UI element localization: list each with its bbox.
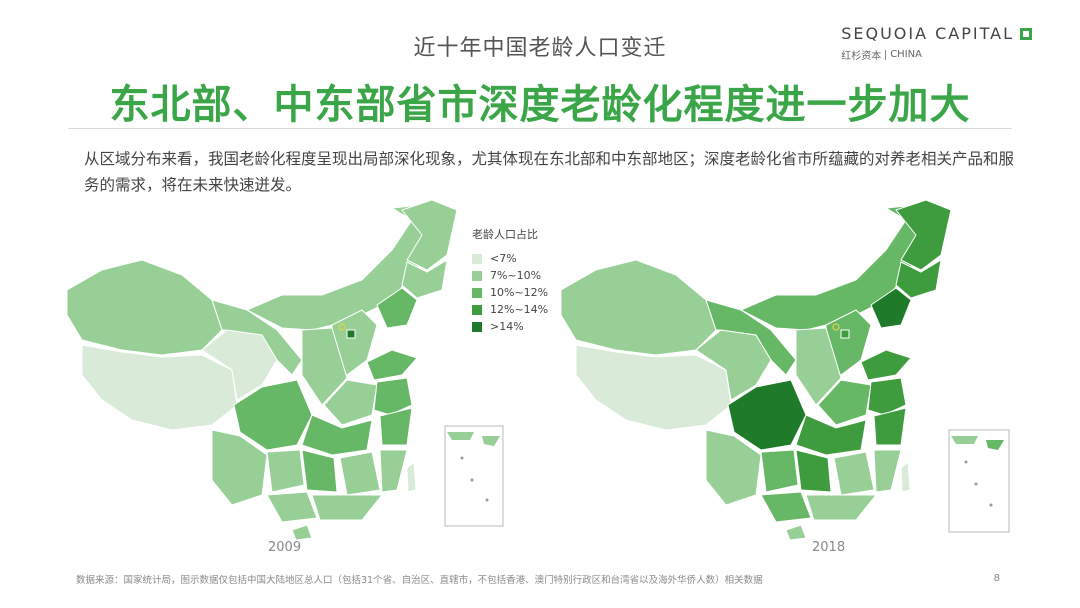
region-guizhou — [760, 449, 799, 493]
map-year-2009: 2009 — [268, 540, 302, 555]
slide-topic: 近十年中国老龄人口变迁 — [413, 36, 667, 61]
region-heilongjiang — [401, 200, 458, 271]
brand-divider — [885, 49, 887, 60]
brand-sub-cn: 红杉资本 — [841, 51, 882, 62]
capital-marker-icon — [338, 323, 346, 331]
region-hubei — [301, 414, 373, 456]
legend-item: 10%~12% — [472, 284, 548, 301]
region-beijing — [840, 329, 850, 339]
region-hubei — [795, 414, 867, 456]
region-sichuan — [233, 379, 313, 451]
region-guangdong — [311, 494, 384, 521]
region-guizhou — [266, 449, 305, 493]
page-number: 8 — [993, 573, 1000, 584]
capital-marker-icon — [832, 323, 840, 331]
region-henan — [817, 379, 872, 426]
legend-label: 7%~10% — [490, 269, 542, 282]
legend-item: <7% — [472, 250, 548, 267]
region-beijing — [346, 329, 356, 339]
region-gansu — [211, 299, 303, 376]
region-xinjiang — [66, 259, 223, 356]
map-2018 — [556, 200, 1026, 540]
slide-description: 从区域分布来看，我国老龄化程度呈现出局部深化现象，尤其体现在东北部和中东部地区；… — [84, 150, 1015, 194]
legend-swatch — [472, 253, 482, 264]
region-yunnan — [211, 429, 268, 506]
region-guangxi — [266, 491, 318, 523]
map-2009 — [62, 200, 532, 540]
region-taiwan — [900, 460, 911, 493]
region-yunnan — [705, 429, 762, 506]
brand-sub-en: CHINA — [890, 49, 922, 60]
legend-swatch — [472, 270, 482, 281]
region-henan — [323, 379, 378, 426]
brand-mark-icon — [1020, 27, 1032, 40]
region-fujian — [873, 449, 902, 493]
region-guangxi — [760, 491, 812, 523]
legend-item: 12%~14% — [472, 301, 548, 318]
region-shandong — [860, 349, 912, 381]
region-jiangxi — [339, 451, 381, 496]
region-tibet — [575, 344, 732, 431]
region-jiangsu — [373, 377, 413, 416]
region-shandong — [366, 349, 418, 381]
legend-title: 老龄人口占比 — [472, 228, 538, 241]
region-tibet — [81, 344, 238, 431]
map-year-2018: 2018 — [812, 540, 846, 555]
region-hunan — [795, 449, 832, 493]
legend-label: <7% — [490, 252, 517, 265]
region-liaoning — [376, 287, 418, 329]
brand-name: SEQUOIA CAPITAL — [841, 24, 1014, 43]
region-hainan — [785, 524, 807, 540]
legend-label: 12%~14% — [490, 303, 549, 316]
legend-item: 7%~10% — [472, 267, 548, 284]
data-source-note: 数据来源：国家统计局，图示数据仅包括中国大陆地区总人口（包括31个省、自治区、直… — [76, 575, 763, 586]
region-zhejiang — [379, 407, 413, 446]
region-zhejiang — [873, 407, 907, 446]
legend-label: 10%~12% — [490, 286, 549, 299]
map-legend: 老龄人口占比 <7% 7%~10% 10%~12% 12%~14% >14% — [472, 226, 548, 335]
region-gansu — [705, 299, 797, 376]
legend-item: >14% — [472, 318, 548, 335]
region-jilin — [895, 259, 942, 299]
legend-swatch — [472, 287, 482, 298]
region-hunan — [301, 449, 338, 493]
region-liaoning — [870, 287, 912, 329]
region-sichuan — [727, 379, 807, 451]
legend-label: >14% — [490, 320, 524, 333]
region-guangdong — [805, 494, 878, 521]
region-heilongjiang — [895, 200, 952, 271]
region-hainan — [291, 524, 313, 540]
legend-swatch — [472, 321, 482, 332]
region-fujian — [379, 449, 408, 493]
slide-headline: 东北部、中东部省市深度老龄化程度进一步加大 — [109, 82, 971, 128]
region-taiwan — [406, 460, 417, 493]
legend-swatch — [472, 304, 482, 315]
region-shanxi — [795, 327, 842, 406]
region-jiangxi — [833, 451, 875, 496]
divider — [68, 128, 1012, 129]
brand-logo: SEQUOIA CAPITAL 红杉资本 CHINA — [841, 24, 1032, 62]
region-xinjiang — [560, 259, 717, 356]
region-jiangsu — [867, 377, 907, 416]
region-jilin — [401, 259, 448, 299]
region-shanxi — [301, 327, 348, 406]
